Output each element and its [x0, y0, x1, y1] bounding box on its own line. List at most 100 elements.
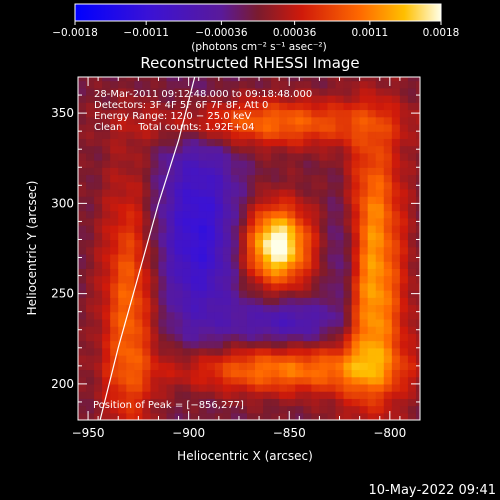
heatmap-cell [182, 362, 192, 371]
heatmap-cell [182, 95, 192, 103]
heatmap-cell [303, 326, 312, 334]
heatmap-cell [206, 261, 216, 269]
heatmap-cell [222, 333, 232, 342]
heatmap-cell [198, 376, 208, 385]
heatmap-cell [78, 232, 87, 241]
heatmap-cell [238, 77, 248, 82]
heatmap-cell [206, 412, 216, 420]
heatmap-cell [222, 116, 232, 125]
heatmap-cell [407, 77, 417, 82]
heatmap-cell [214, 167, 224, 176]
heatmap-cell [351, 290, 361, 298]
heatmap-cell [263, 188, 272, 197]
heatmap-cell [327, 138, 337, 147]
heatmap-cell [383, 167, 393, 176]
heatmap-cell [271, 297, 280, 306]
heatmap-cell [190, 383, 200, 392]
heatmap-cell [319, 80, 329, 89]
heatmap-cell [126, 232, 135, 241]
heatmap-cell [375, 138, 385, 147]
heatmap-cell [134, 109, 143, 118]
heatmap-cell [166, 196, 176, 204]
heatmap-cell [214, 333, 224, 342]
heatmap-cell [255, 239, 264, 248]
render-timestamp: 10‑May‑2022 09:41 [369, 483, 496, 498]
heatmap-cell [279, 246, 288, 255]
heatmap-cell [142, 196, 152, 204]
heatmap-cell [246, 225, 256, 233]
heatmap-cell [279, 340, 288, 349]
heatmap-cell [327, 253, 337, 262]
heatmap-cell [190, 405, 200, 414]
heatmap-cell [206, 318, 216, 327]
heatmap-cell [150, 123, 160, 132]
heatmap-cell [319, 412, 329, 420]
heatmap-cell [214, 383, 224, 392]
heatmap-cell [319, 290, 329, 298]
heatmap-cell [86, 102, 95, 111]
heatmap-cell [399, 188, 409, 197]
heatmap-cell [134, 297, 143, 306]
heatmap-cell [319, 217, 329, 226]
heatmap-cell [174, 203, 184, 212]
heatmap-cell [134, 225, 143, 233]
heatmap-cell [158, 268, 168, 277]
heatmap-cell [238, 203, 248, 212]
heatmap-cell [166, 391, 176, 399]
heatmap-cell [166, 203, 176, 212]
heatmap-cell [150, 268, 160, 277]
heatmap-cell [383, 196, 393, 204]
heatmap-cell [311, 333, 321, 342]
heatmap-cell [166, 95, 176, 103]
heatmap-cell [335, 253, 345, 262]
heatmap-cell [279, 282, 288, 291]
heatmap-cell [287, 116, 296, 125]
heatmap-cell [311, 95, 321, 103]
heatmap-cell [359, 123, 369, 132]
heatmap-cell [279, 123, 288, 132]
heatmap-cell [359, 268, 369, 277]
heatmap-cell [351, 362, 361, 371]
heatmap-cell [367, 80, 377, 89]
heatmap-cell [407, 318, 417, 327]
heatmap-cell [110, 383, 119, 392]
heatmap-cell [222, 152, 232, 161]
heatmap-cell [335, 87, 345, 96]
heatmap-cell [150, 109, 160, 118]
heatmap-cell [375, 253, 385, 262]
heatmap-cell [158, 167, 168, 176]
heatmap-cell [415, 340, 420, 349]
heatmap-cell [174, 253, 184, 262]
heatmap-cell [359, 398, 369, 407]
heatmap-cell [150, 282, 160, 291]
heatmap-cell [263, 239, 272, 248]
heatmap-cell [238, 290, 248, 298]
heatmap-cell [295, 116, 304, 125]
heatmap-cell [94, 246, 103, 255]
heatmap-cell [367, 311, 377, 320]
heatmap-cell [327, 95, 337, 103]
heatmap-cell [230, 383, 240, 392]
heatmap-cell [383, 232, 393, 241]
heatmap-cell [182, 239, 192, 248]
heatmap-cell [190, 297, 200, 306]
heatmap-cell [222, 102, 232, 111]
heatmap-cell [263, 311, 272, 320]
heatmap-cell [287, 131, 296, 139]
heatmap-cell [415, 188, 420, 197]
heatmap-cell [158, 369, 168, 378]
heatmap-cell [255, 290, 264, 298]
heatmap-cell [238, 217, 248, 226]
heatmap-cell [407, 167, 417, 176]
heatmap-cell [86, 369, 95, 378]
heatmap-cell [383, 246, 393, 255]
heatmap-cell [311, 203, 321, 212]
heatmap-cell [78, 318, 87, 327]
heatmap-cell [134, 152, 143, 161]
heatmap-cell [102, 355, 111, 363]
heatmap-cell [263, 398, 272, 407]
annotation-clean: Clean Total counts: 1.92E+04 [94, 122, 254, 133]
heatmap-cell [214, 253, 224, 262]
heatmap-cell [166, 261, 176, 269]
